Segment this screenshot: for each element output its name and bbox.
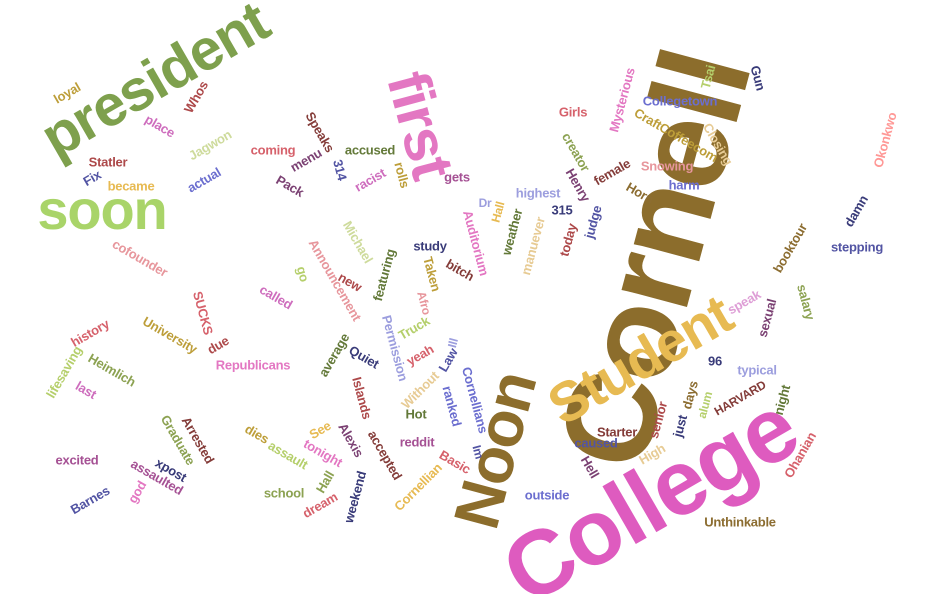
word-stepping: stepping: [830, 239, 884, 255]
word-racist: racist: [351, 165, 389, 195]
word-hot: Hot: [405, 406, 427, 422]
word-harm: harm: [668, 177, 700, 193]
word-became: became: [107, 178, 155, 194]
word-excited: excited: [55, 452, 99, 468]
word-ranked: ranked: [439, 384, 465, 428]
word-speaks: Speaks: [302, 109, 338, 155]
word-barnes: Barnes: [67, 482, 113, 518]
word-school: school: [263, 485, 305, 501]
word-place: place: [142, 111, 178, 141]
word-actual: actual: [184, 164, 224, 196]
word-cofounder: cofounder: [109, 236, 171, 280]
word-tonight: tonight: [300, 435, 346, 471]
word-weekend: weekend: [340, 469, 370, 525]
word-unthinkable: Unthinkable: [704, 514, 776, 530]
word-yeah: yeah: [403, 341, 437, 369]
word-quiet: Quiet: [346, 342, 382, 372]
word-salary: salary: [794, 282, 818, 322]
word-go: go: [293, 264, 313, 284]
word-night: night: [770, 383, 794, 417]
word-booktour: booktour: [769, 220, 811, 276]
word-law: Law: [435, 345, 461, 375]
word-outside: outside: [524, 487, 570, 503]
word-coming: coming: [250, 142, 296, 158]
word-study: study: [413, 238, 447, 254]
word-truck: Truck: [395, 313, 433, 343]
word-okonkwo: Okonkwo: [870, 110, 900, 170]
word-314: 314: [330, 157, 350, 183]
word-sucks: SUCKS: [190, 289, 216, 337]
word-statler: Statler: [88, 154, 128, 170]
word-god: god: [124, 478, 150, 506]
word-damn: damn: [841, 192, 871, 230]
word-hall-top: Hall: [488, 200, 508, 224]
word-dies: dies: [242, 421, 272, 447]
word-jagwon: Jagwon: [185, 126, 235, 164]
word-last: last: [72, 378, 100, 402]
word-bitch: bitch: [443, 256, 477, 284]
word-315: 315: [551, 202, 573, 218]
word-snowing: Snowing: [640, 158, 694, 174]
word-university: University: [140, 313, 200, 357]
word-islands: Islands: [349, 375, 375, 421]
word-first: first: [374, 64, 467, 186]
word-michael: Michael: [340, 218, 376, 266]
word-96: 96: [708, 353, 722, 369]
word-gets: gets: [444, 169, 470, 185]
word-today: today: [556, 221, 580, 259]
word-due: due: [204, 332, 232, 358]
word-manuever: manuever: [518, 215, 548, 277]
word-history: history: [68, 316, 112, 350]
word-called: called: [256, 281, 296, 313]
word-alexis: Alexis: [335, 420, 367, 460]
word-accused: accused: [344, 142, 396, 158]
word-caused: caused: [574, 435, 618, 451]
word-pack: Pack: [273, 172, 307, 200]
word-starter: Starter: [596, 424, 638, 440]
word-reddit: reddit: [399, 434, 435, 450]
word-collegetown: Collegetown: [642, 93, 718, 109]
word-dr: Dr: [478, 196, 492, 210]
word-taken: Taken: [420, 255, 444, 293]
word-dream: dream: [299, 489, 341, 521]
word-typical: typical: [737, 362, 777, 378]
word-henry: Henry: [562, 165, 594, 205]
word-soon: soon: [37, 178, 167, 241]
word-heimlich: Heimlich: [85, 350, 139, 390]
word-girls: Girls: [558, 104, 588, 120]
word-highest: highest: [515, 185, 561, 201]
word-republicans: Republicans: [215, 357, 291, 373]
word-accepted: accepted: [364, 427, 406, 483]
word-speak: speak: [724, 286, 764, 318]
word-sexual: sexual: [754, 297, 780, 339]
